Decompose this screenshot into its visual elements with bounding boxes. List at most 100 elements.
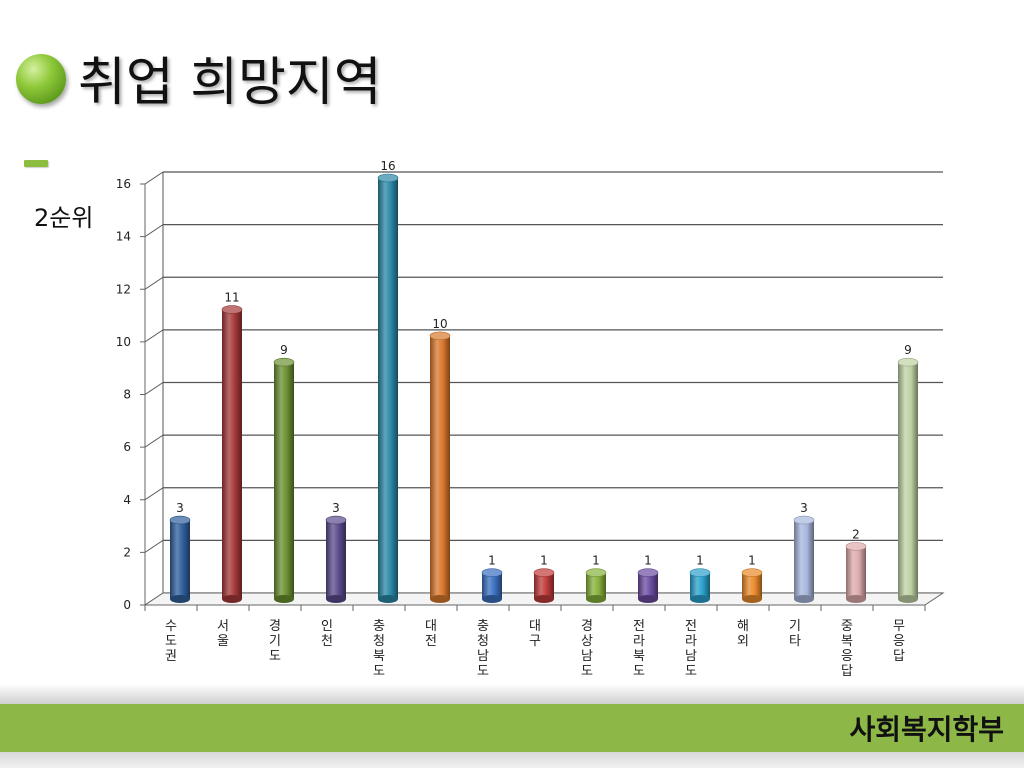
bar-top: [481, 568, 503, 577]
bar-base: [846, 595, 866, 603]
bar-base: [898, 595, 918, 603]
bar-base: [482, 595, 502, 603]
gridline-depth: [144, 539, 164, 553]
bar: [690, 572, 710, 599]
gridline-depth: [144, 276, 164, 290]
data-label: 10: [432, 317, 447, 331]
footer-bottom: [0, 752, 1024, 768]
data-label: 9: [904, 343, 912, 357]
bar-top: [637, 568, 659, 577]
bar-top: [741, 568, 763, 577]
bar-base: [794, 595, 814, 603]
bar-base: [638, 595, 658, 603]
bar-top: [897, 357, 919, 367]
gridline-depth: [144, 487, 164, 501]
bar-top: [845, 542, 867, 551]
data-label: 1: [540, 554, 548, 568]
footer-bar: [0, 704, 1024, 752]
bar-base: [274, 595, 294, 603]
slide-title: 취업 희망지역: [78, 53, 382, 113]
bar-base: [742, 595, 762, 603]
bar: [482, 572, 502, 599]
data-label: 2: [852, 527, 860, 541]
y-tick-label: 2: [123, 545, 131, 559]
data-label: 9: [280, 343, 288, 357]
footer-department: 사회복지학부: [849, 713, 1004, 746]
title-bullet-icon: [16, 54, 66, 104]
bar-top: [221, 305, 243, 314]
y-tick-label: 16: [116, 177, 131, 191]
y-tick-label: 0: [123, 598, 131, 612]
bar-top: [273, 357, 295, 367]
bar-base: [534, 595, 554, 603]
bar: [586, 572, 606, 599]
bar-base: [586, 595, 606, 603]
y-tick-label: 8: [123, 388, 131, 402]
data-label: 1: [488, 554, 496, 568]
bar: [378, 178, 398, 599]
bar: [846, 546, 866, 599]
bar-base: [378, 595, 398, 603]
data-label: 11: [224, 291, 239, 305]
data-label: 3: [176, 501, 184, 515]
y-tick-label: 12: [116, 282, 131, 296]
bar-top: [585, 568, 607, 577]
bar: [742, 572, 762, 599]
gridline-depth: [144, 224, 164, 238]
data-label: 16: [380, 159, 395, 173]
data-label: 1: [748, 554, 756, 568]
gridline-depth: [144, 329, 164, 343]
gridline-depth: [144, 382, 164, 395]
bar-base: [690, 595, 710, 603]
bar-base: [430, 595, 450, 603]
bar: [326, 520, 346, 599]
bar: [534, 572, 554, 599]
bar-base: [170, 595, 190, 603]
y-tick-label: 14: [116, 230, 131, 244]
bar: [898, 362, 918, 599]
bar: [170, 520, 190, 599]
bar: [222, 309, 242, 599]
bar: [794, 520, 814, 599]
bar-top: [793, 515, 815, 525]
bar-top: [325, 515, 347, 525]
gridline-depth: [144, 171, 164, 185]
data-label: 1: [592, 554, 600, 568]
gridline-depth: [144, 434, 164, 448]
data-label: 1: [696, 554, 704, 568]
bar-top: [689, 568, 711, 577]
bar-base: [222, 595, 242, 603]
data-label: 1: [644, 554, 652, 568]
bar: [274, 362, 294, 599]
bar-top: [533, 568, 555, 577]
chart-subtitle: 2순위: [34, 204, 94, 232]
data-label: 3: [332, 501, 340, 515]
bar: [430, 335, 450, 599]
data-label: 3: [800, 501, 808, 515]
dash-bullet-icon: [24, 160, 48, 167]
footer-shade: [0, 684, 1024, 704]
bar: [638, 572, 658, 599]
y-tick-label: 10: [116, 335, 131, 349]
y-tick-label: 4: [123, 493, 131, 507]
bar-top: [169, 515, 191, 525]
bar-top: [377, 173, 399, 183]
bar-top: [429, 331, 451, 341]
y-tick-label: 6: [123, 440, 131, 454]
